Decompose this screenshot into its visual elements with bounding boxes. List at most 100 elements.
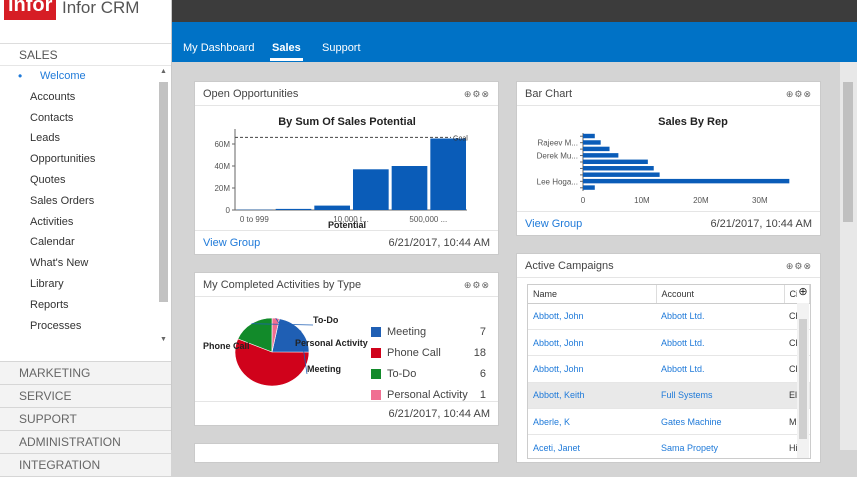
- nav-group-support[interactable]: SUPPORT: [0, 408, 171, 431]
- nav-group-administration[interactable]: ADMINISTRATION: [0, 431, 171, 454]
- panel-completed-activities: My Completed Activities by Type ⊕⚙⊗ Meet…: [194, 272, 499, 426]
- close-icon[interactable]: ⊗: [481, 89, 490, 99]
- nav-group-integration[interactable]: INTEGRATION: [0, 454, 171, 477]
- sidebar-item-processes[interactable]: Processes: [0, 316, 171, 337]
- sidebar-item-reports[interactable]: Reports: [0, 295, 171, 316]
- close-icon[interactable]: ⊗: [481, 280, 490, 290]
- page-scrollbar[interactable]: [840, 62, 857, 450]
- panel-title: Open Opportunities: [203, 88, 298, 100]
- sidebar-item-contacts[interactable]: Contacts: [0, 108, 171, 129]
- close-icon[interactable]: ⊗: [803, 89, 812, 99]
- cell-name[interactable]: Abbott, Keith: [528, 382, 656, 408]
- sidebar-item-what-s-new[interactable]: What's New: [0, 253, 171, 274]
- cell-name[interactable]: Abbott, John: [528, 303, 656, 329]
- sidebar-item-activities[interactable]: Activities: [0, 212, 171, 233]
- cell-name[interactable]: Aceti, Janet: [528, 435, 656, 459]
- panel-tools: ⊕⚙⊗: [786, 254, 812, 278]
- timestamp: 6/21/2017, 10:44 AM: [710, 212, 812, 236]
- nav-section-sales[interactable]: SALES: [0, 44, 171, 66]
- bar: [583, 147, 610, 151]
- cell-account[interactable]: Gates Machine: [656, 409, 784, 435]
- scroll-down-icon[interactable]: ▼: [158, 336, 169, 343]
- cell-account[interactable]: Abbott Ltd.: [656, 329, 784, 355]
- sidebar-item-sales-orders[interactable]: Sales Orders: [0, 191, 171, 212]
- cell-account[interactable]: Abbott Ltd.: [656, 303, 784, 329]
- column-header-name[interactable]: Name: [528, 285, 656, 303]
- panel-title: Bar Chart: [525, 88, 572, 100]
- cell-name[interactable]: Abbott, John: [528, 356, 656, 382]
- column-header-account[interactable]: Account: [656, 285, 784, 303]
- nav-group-service[interactable]: SERVICE: [0, 385, 171, 408]
- legend-label: Meeting: [387, 322, 426, 342]
- chart-title: Sales By Rep: [658, 116, 728, 128]
- tab-support[interactable]: Support: [322, 42, 361, 54]
- panel-tools: ⊕⚙⊗: [464, 82, 490, 106]
- panel-partial: [194, 443, 499, 463]
- nav-group-marketing[interactable]: MARKETING: [0, 362, 171, 385]
- page-scroll-thumb[interactable]: [843, 82, 853, 222]
- add-column-icon[interactable]: ⊕: [797, 285, 809, 301]
- panel-tools: ⊕⚙⊗: [786, 82, 812, 106]
- sidebar-item-library[interactable]: Library: [0, 274, 171, 295]
- scroll-up-icon[interactable]: ▲: [158, 68, 169, 75]
- panel-title: My Completed Activities by Type: [203, 279, 361, 291]
- grid-scroll-thumb[interactable]: [799, 319, 807, 439]
- legend-value: 7: [466, 322, 486, 342]
- sidebar-item-leads[interactable]: Leads: [0, 128, 171, 149]
- panel-footer: View Group 6/21/2017, 10:44 AM: [195, 230, 498, 254]
- bar: [583, 179, 789, 183]
- sidebar-item-welcome[interactable]: Welcome: [0, 66, 171, 87]
- tab-sales[interactable]: Sales: [272, 42, 301, 54]
- logo-area: infor Infor CRM: [0, 0, 171, 44]
- bar: [583, 140, 601, 144]
- view-group-link[interactable]: View Group: [203, 231, 260, 255]
- cell-name[interactable]: Aberle, K: [528, 409, 656, 435]
- x-tick-label: 30M: [752, 196, 768, 205]
- app-title: Infor CRM: [62, 0, 139, 18]
- sidebar-item-opportunities[interactable]: Opportunities: [0, 149, 171, 170]
- cell-account[interactable]: Full Systems: [656, 382, 784, 408]
- chart-title: By Sum Of Sales Potential: [278, 116, 416, 128]
- bar: [583, 134, 595, 138]
- panel-footer: 6/21/2017, 10:44 AM: [195, 401, 498, 425]
- sidebar-item-accounts[interactable]: Accounts: [0, 87, 171, 108]
- bar: [583, 185, 595, 189]
- goal-label: Goal: [453, 135, 468, 142]
- panel-active-campaigns: Active Campaigns ⊕⚙⊗ Name Account Cit Ab…: [516, 253, 821, 463]
- bar: [583, 172, 660, 176]
- cell-name[interactable]: Abbott, John: [528, 329, 656, 355]
- grid-scrollbar[interactable]: [797, 303, 809, 459]
- panel-header: Active Campaigns ⊕⚙⊗: [517, 254, 820, 278]
- sidebar-item-quotes[interactable]: Quotes: [0, 170, 171, 191]
- bar: [314, 206, 350, 210]
- cell-account[interactable]: Abbott Ltd.: [656, 356, 784, 382]
- panel-tools: ⊕⚙⊗: [464, 273, 490, 297]
- infor-logo[interactable]: infor: [4, 0, 56, 20]
- tab-my-dashboard[interactable]: My Dashboard: [183, 42, 255, 54]
- close-icon[interactable]: ⊗: [803, 261, 812, 271]
- panel-title: Active Campaigns: [525, 260, 614, 272]
- y-tick-label: 0: [226, 206, 231, 215]
- sidebar-scrollbar[interactable]: ▲ ▼: [158, 68, 169, 358]
- cell-account[interactable]: Sama Propety: [656, 435, 784, 459]
- panel-header: Bar Chart ⊕⚙⊗: [517, 82, 820, 106]
- sidebar-item-calendar[interactable]: Calendar: [0, 232, 171, 253]
- view-group-link[interactable]: View Group: [525, 212, 582, 236]
- x-tick-label: 20M: [693, 196, 709, 205]
- tab-bar: My Dashboard Sales Support: [172, 22, 857, 62]
- panel-header: My Completed Activities by Type ⊕⚙⊗: [195, 273, 498, 297]
- bar: [353, 169, 389, 210]
- panel-open-opportunities: Open Opportunities ⊕⚙⊗ By Sum Of Sales P…: [194, 81, 499, 255]
- scroll-thumb[interactable]: [159, 82, 168, 302]
- panel-header: Open Opportunities ⊕⚙⊗: [195, 82, 498, 106]
- x-tick-label: 500,000 ...: [409, 215, 447, 224]
